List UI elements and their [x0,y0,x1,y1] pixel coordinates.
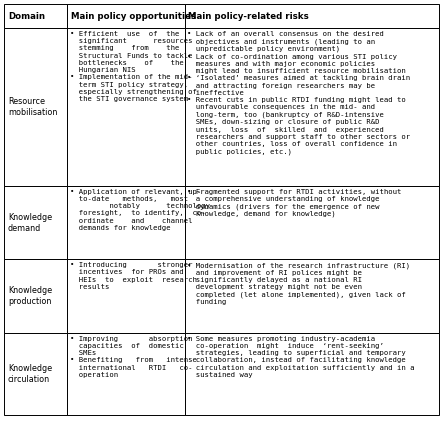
Text: • Some measures promoting industry-academia
  co-operation  might  induce  ‘rent: • Some measures promoting industry-acade… [187,336,415,378]
Bar [4,4,67,28]
Bar [67,28,185,186]
Text: • Fragmented support for RTDI activities, without
  a comprehensive understandin: • Fragmented support for RTDI activities… [187,189,402,217]
Text: Knowledge
demand: Knowledge demand [8,213,52,232]
Text: • Improving       absorption
  capacities  of  domestic
  SMEs
• Benefiting   fr: • Improving absorption capacities of dom… [70,336,197,378]
Text: Main policy-related risks: Main policy-related risks [188,12,309,21]
Bar [4,28,67,186]
Text: • Lack of an overall consensus on the desired
  objectives and instruments (lead: • Lack of an overall consensus on the de… [187,31,410,155]
Text: Knowledge
circulation: Knowledge circulation [8,364,52,384]
Bar [185,333,439,415]
Bar [4,333,67,415]
Text: • Modernisation of the research infrastructure (RI)
  and improvement of RI poli: • Modernisation of the research infrastr… [187,262,410,305]
Text: Resource
mobilisation: Resource mobilisation [8,97,57,117]
Bar [185,28,439,186]
Text: • Efficient  use  of  the
  significant      resources
  stemming    from    the: • Efficient use of the significant resou… [70,31,197,102]
Bar [67,186,185,259]
Bar [4,186,67,259]
Bar [67,333,185,415]
Text: • Application of relevant, up-
  to-date   methods,   most
         notably     : • Application of relevant, up- to-date m… [70,189,210,231]
Text: Main policy opportunities: Main policy opportunities [71,12,196,21]
Bar [4,259,67,333]
Bar [185,186,439,259]
Bar [67,259,185,333]
Text: Knowledge
production: Knowledge production [8,286,52,306]
Bar [67,4,185,28]
Bar [185,4,439,28]
Text: Domain: Domain [8,12,45,21]
Text: • Introducing       stronger
  incentives  for PROs and
  HEIs  to  exploit  res: • Introducing stronger incentives for PR… [70,262,197,290]
Bar [185,259,439,333]
